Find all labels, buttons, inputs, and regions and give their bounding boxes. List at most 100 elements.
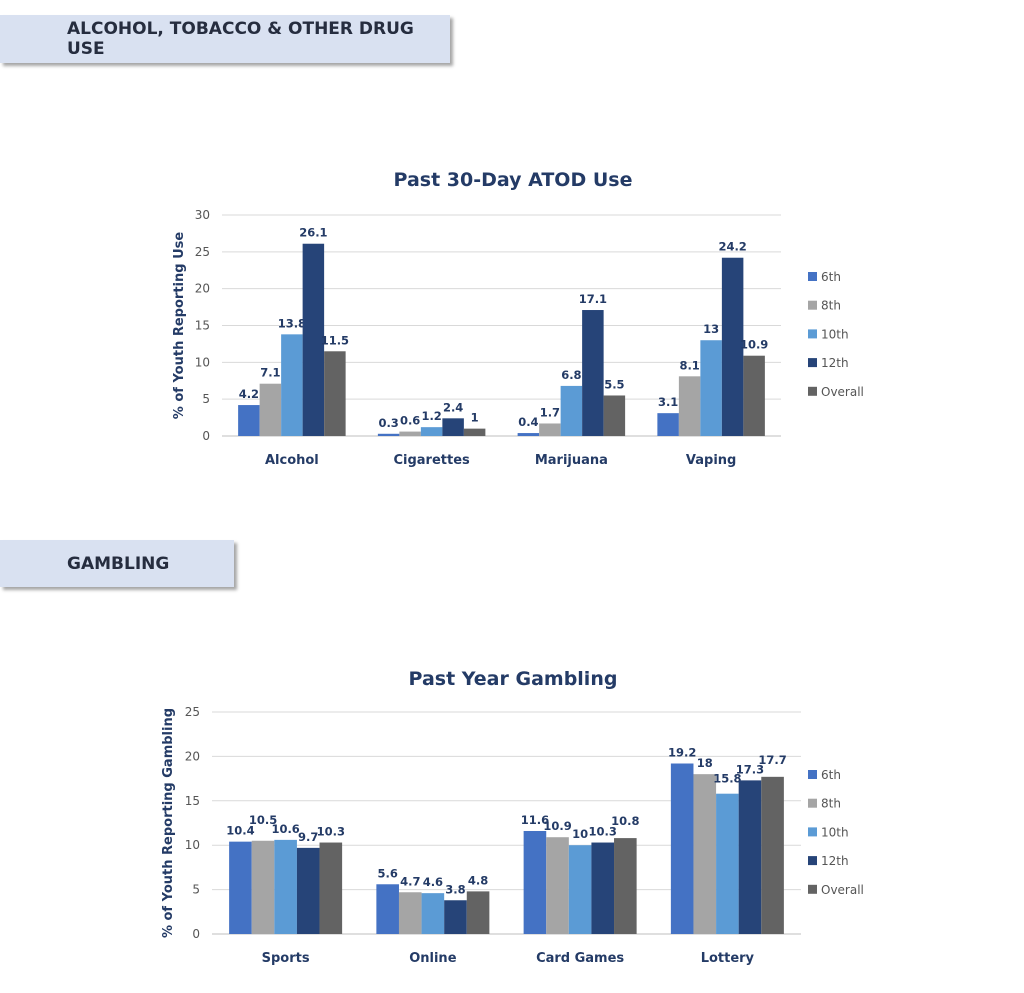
- legend-swatch: [808, 856, 817, 866]
- bar-sports-10th: [274, 839, 297, 934]
- data-label: 4.2: [239, 387, 259, 401]
- chart-title: Past 30-Day ATOD Use: [394, 169, 633, 191]
- legend-label: Overall: [821, 883, 864, 897]
- data-label: 3.8: [445, 882, 465, 896]
- bar-lottery-12th: [738, 780, 762, 934]
- y-tick-label: 25: [195, 245, 210, 259]
- y-tick-label: 15: [185, 794, 200, 808]
- data-label: 5.5: [604, 377, 624, 391]
- bar-online-8th: [398, 892, 422, 934]
- x-category-label: Online: [409, 951, 456, 966]
- section-header-atod: ALCOHOL, TOBACCO & OTHER DRUG USE: [0, 15, 450, 63]
- data-label: 10.9: [543, 819, 571, 833]
- y-tick-label: 15: [195, 319, 210, 333]
- data-label: 10.8: [611, 814, 639, 828]
- x-category-label: Alcohol: [265, 453, 319, 468]
- data-label: 10.3: [589, 825, 617, 839]
- x-category-label: Marijuana: [535, 453, 608, 468]
- bar-vaping-12th: [721, 257, 744, 436]
- legend-label: 8th: [821, 797, 841, 811]
- data-label: 0.3: [378, 416, 398, 430]
- y-tick-label: 30: [195, 208, 210, 222]
- bar-alcohol-overall: [324, 351, 346, 436]
- bar-card-games-12th: [591, 842, 615, 934]
- bar-vaping-overall: [743, 355, 765, 436]
- data-label: 4.8: [468, 873, 488, 887]
- legend-swatch: [808, 798, 817, 808]
- legend-label: 10th: [821, 327, 849, 341]
- bar-lottery-6th: [670, 763, 694, 934]
- data-label: 10: [572, 827, 588, 841]
- section-title-gambling: GAMBLING: [67, 553, 170, 574]
- legend-swatch: [808, 386, 817, 396]
- data-label: 13: [703, 322, 719, 336]
- legend-label: 12th: [821, 356, 849, 370]
- legend-swatch: [808, 329, 817, 339]
- data-label: 10.5: [249, 813, 277, 827]
- bar-marijuana-6th: [517, 433, 540, 436]
- bar-card-games-8th: [546, 837, 569, 934]
- bar-sports-12th: [296, 847, 320, 934]
- data-label: 11.5: [321, 333, 349, 347]
- legend-swatch: [808, 827, 817, 837]
- data-label: 1.2: [421, 409, 441, 423]
- bar-sports-6th: [229, 841, 252, 934]
- data-label: 17.7: [758, 753, 786, 767]
- legend-swatch: [808, 884, 817, 894]
- y-tick-label: 0: [202, 429, 210, 443]
- y-tick-label: 0: [192, 927, 200, 941]
- bar-marijuana-overall: [603, 395, 626, 436]
- legend-label: 8th: [821, 299, 841, 313]
- bar-alcohol-8th: [259, 383, 282, 436]
- bar-marijuana-8th: [539, 423, 561, 436]
- bar-vaping-6th: [657, 413, 679, 436]
- legend-label: 6th: [821, 270, 841, 284]
- x-category-label: Cigarettes: [393, 453, 470, 468]
- y-tick-label: 5: [192, 883, 200, 897]
- bar-online-6th: [376, 884, 399, 934]
- data-label: 24.2: [718, 240, 746, 254]
- data-label: 17.3: [736, 762, 764, 776]
- bar-cigarettes-overall: [463, 428, 486, 436]
- data-label: 10.6: [271, 822, 299, 836]
- data-label: 3.1: [658, 395, 678, 409]
- atod-use-chart: Past 30-Day ATOD Use 0 5 10 15 20 25 30 % of You…: [172, 169, 864, 468]
- bar-online-12th: [444, 900, 467, 934]
- data-label: 10.4: [226, 824, 254, 838]
- chart-title: Past Year Gambling: [409, 668, 618, 690]
- data-label: 10.3: [317, 825, 345, 839]
- legend-swatch: [808, 300, 817, 310]
- bar-card-games-overall: [614, 838, 637, 934]
- gambling-chart: Past Year Gambling 0 5 10 15 20 25 % of Youth R…: [161, 668, 864, 966]
- bar-online-10th: [421, 893, 445, 934]
- data-label: 19.2: [668, 746, 696, 760]
- y-tick-label: 20: [185, 749, 200, 763]
- y-tick-label: 25: [185, 705, 200, 719]
- x-category-label: Sports: [262, 951, 310, 966]
- data-label: 2.4: [443, 400, 463, 414]
- legend-label: 12th: [821, 854, 849, 868]
- bar-marijuana-10th: [560, 385, 583, 436]
- data-label: 0.4: [518, 415, 538, 429]
- data-label: 4.6: [423, 875, 443, 889]
- legend-swatch: [808, 770, 817, 779]
- bar-lottery-8th: [693, 774, 717, 934]
- bar-vaping-8th: [678, 376, 701, 436]
- data-label: 10.9: [740, 338, 768, 352]
- bar-vaping-10th: [700, 340, 722, 436]
- bar-lottery-overall: [761, 776, 784, 934]
- section-title-atod: ALCOHOL, TOBACCO & OTHER DRUG USE: [67, 19, 414, 59]
- y-axis-label: % of Youth Reporting Use: [172, 232, 187, 420]
- bar-sports-8th: [251, 840, 275, 934]
- y-axis-label: % of Youth Reporting Gambling: [161, 708, 176, 938]
- data-label: 1.7: [540, 405, 560, 419]
- data-label: 6.8: [561, 368, 581, 382]
- data-label: 1: [471, 411, 479, 425]
- y-tick-label: 10: [195, 355, 210, 369]
- bar-alcohol-10th: [281, 334, 303, 436]
- y-tick-label: 20: [195, 282, 210, 296]
- legend-swatch: [808, 272, 817, 281]
- legend-label: 6th: [821, 768, 841, 782]
- data-label: 18: [697, 756, 713, 770]
- legend-label: 10th: [821, 825, 849, 839]
